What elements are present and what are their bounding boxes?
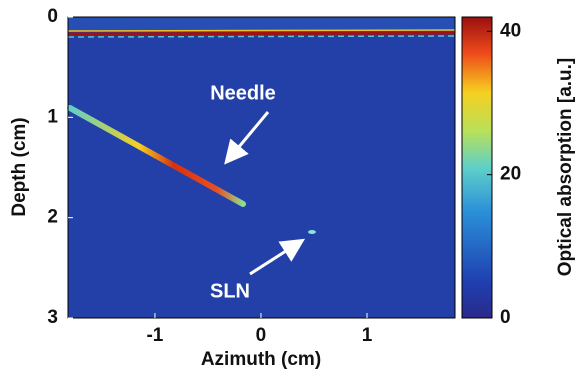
colorbar-label: Optical absorption [a.u.] — [555, 58, 576, 277]
colorbar-tick-label: 0 — [500, 307, 511, 328]
chart: Needle SLN Azimuth (cm) Depth (cm) Optic… — [0, 0, 583, 380]
x-axis-label: Azimuth (cm) — [201, 349, 321, 370]
y-tick-label: 1 — [47, 106, 58, 127]
annotation: Needle — [210, 82, 276, 104]
colorbar — [462, 17, 492, 318]
y-axis-label: Depth (cm) — [9, 117, 30, 216]
x-tick-label: 0 — [256, 325, 267, 346]
photoacoustic-image — [68, 17, 455, 318]
y-tick-label: 0 — [47, 6, 58, 27]
colorbar-tick-label: 40 — [500, 20, 521, 41]
annotation: SLN — [210, 280, 250, 302]
y-tick-label: 2 — [47, 207, 58, 228]
y-tick-label: 3 — [47, 307, 58, 328]
x-tick-label: -1 — [146, 325, 163, 346]
x-tick-label: 1 — [362, 325, 373, 346]
colorbar-tick-label: 20 — [500, 164, 521, 185]
